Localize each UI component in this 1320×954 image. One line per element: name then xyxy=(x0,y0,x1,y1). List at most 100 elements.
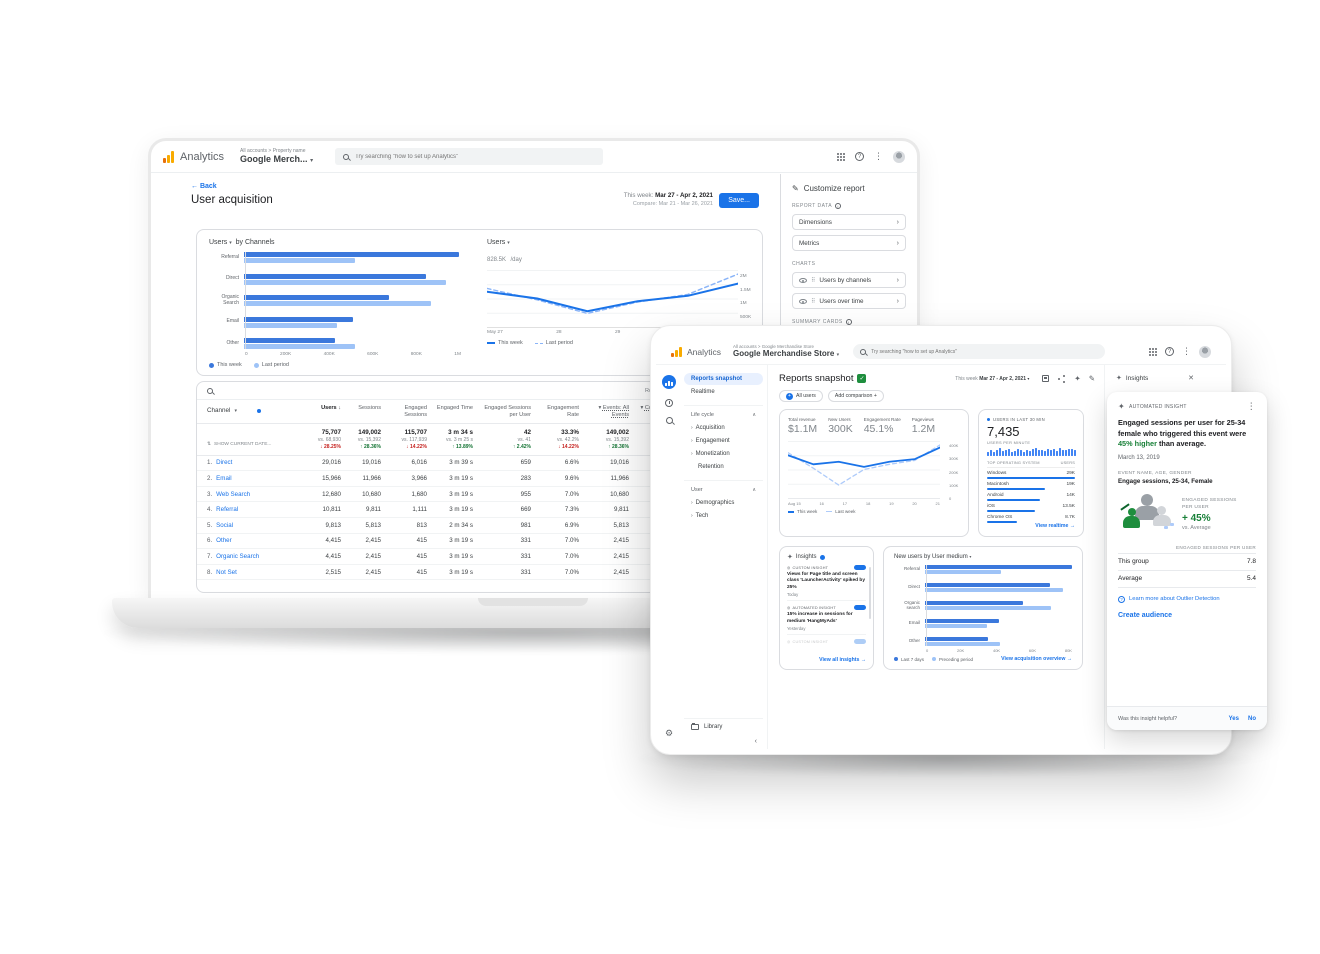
chart-toggle-row[interactable]: ⠿ Users by channels › xyxy=(792,272,906,288)
customize-row[interactable]: Dimensions › xyxy=(792,214,906,230)
account-switcher[interactable]: All accounts > Google Merchandise Store … xyxy=(733,344,839,360)
all-users-chip[interactable]: + All users xyxy=(779,390,823,402)
insight-pill-button[interactable] xyxy=(854,565,866,570)
eye-icon[interactable] xyxy=(799,277,807,283)
date-range-picker[interactable]: This week Mar 27 - Apr 2, 2021 ▾ xyxy=(955,375,1030,382)
property-name[interactable]: Google Merch... xyxy=(240,153,308,164)
sidebar-item-library[interactable]: Library xyxy=(684,718,763,735)
account-switcher[interactable]: All accounts > Property name Google Merc… xyxy=(240,148,313,165)
column-header[interactable]: Engaged Sessions xyxy=(404,405,427,418)
metric[interactable]: Engagement Rate 45.1% xyxy=(864,417,901,435)
search-bar[interactable] xyxy=(335,148,604,165)
search-bar[interactable] xyxy=(853,344,1106,359)
view-all-insights-link[interactable]: View all insights → xyxy=(819,657,866,663)
chart-toggle-row[interactable]: ⠿ Users over time › xyxy=(792,293,906,309)
bar-group[interactable]: Referral xyxy=(894,565,1072,574)
os-row[interactable]: Windows 29K xyxy=(987,471,1075,480)
view-realtime-link[interactable]: View realtime → xyxy=(1035,523,1075,529)
property-name[interactable]: Google Merchandise Store xyxy=(733,349,835,359)
eye-icon[interactable] xyxy=(799,298,807,304)
os-row[interactable]: Android 14K xyxy=(987,493,1075,502)
apps-grid-icon[interactable] xyxy=(1149,347,1151,350)
drag-handle-icon[interactable]: ⠿ xyxy=(811,277,816,284)
sort-arrows-icon[interactable]: ⇅ xyxy=(207,441,212,447)
help-icon[interactable]: ? xyxy=(855,152,864,161)
date-range-picker[interactable]: This week: Mar 27 - Apr 2, 2021 Compare:… xyxy=(624,191,713,209)
new-users-title[interactable]: New users by User medium xyxy=(894,554,968,560)
share-icon[interactable] xyxy=(1058,377,1061,380)
channel-link[interactable]: Social xyxy=(216,521,234,529)
os-row[interactable]: Chrome OS 8.7K xyxy=(987,515,1075,523)
sidebar-item[interactable]: › Tech ∧ xyxy=(691,513,709,519)
column-header[interactable]: Engaged Sessions per User xyxy=(484,405,531,418)
column-header[interactable]: Engaged Time xyxy=(436,405,473,411)
add-comparison-chip[interactable]: Add comparison + xyxy=(827,390,884,402)
create-audience-link[interactable]: Create audience xyxy=(1118,611,1173,619)
bar-group[interactable]: Direct xyxy=(894,582,1072,592)
channel-link[interactable]: Other xyxy=(216,537,232,545)
reports-rail-icon[interactable] xyxy=(662,375,676,389)
insights-spark-icon[interactable]: ✦ xyxy=(1074,374,1081,383)
channel-link[interactable]: Organic Search xyxy=(216,552,260,560)
sidebar-item[interactable]: › Acquisition ∧ xyxy=(691,425,725,431)
table-row[interactable]: 7. Organic Search 4,415 2,415 415 3 m 19 s … xyxy=(197,549,909,565)
avatar[interactable] xyxy=(1199,345,1211,358)
bar-chart-metric[interactable]: Users xyxy=(209,239,228,246)
channel-link[interactable]: Referral xyxy=(216,506,239,514)
channel-header[interactable]: Channel xyxy=(207,407,231,414)
realtime-rail-icon[interactable] xyxy=(665,399,673,407)
insight-pill-button[interactable] xyxy=(854,605,866,611)
bar-group[interactable]: Organic Search xyxy=(209,294,461,306)
search-input[interactable] xyxy=(871,348,1099,355)
column-header[interactable]: Engagement Rate xyxy=(547,405,579,418)
metric[interactable]: Total revenue $1.1M xyxy=(788,417,817,435)
os-row[interactable]: iOS 13.5K xyxy=(987,504,1075,513)
channel-link[interactable]: Not Set xyxy=(216,568,237,576)
back-link[interactable]: ← Back xyxy=(191,183,217,190)
table-row[interactable]: 4. Referral 10,811 9,811 1,111 3 m 19 s 669… xyxy=(197,502,909,518)
metric[interactable]: Pageviews 1.2M xyxy=(912,417,935,435)
column-header[interactable]: Sessions xyxy=(358,405,381,411)
bar-group[interactable]: Direct xyxy=(209,273,461,285)
pencil-icon[interactable]: ✎ xyxy=(1088,374,1095,383)
more-menu-icon[interactable]: ⋮ xyxy=(874,151,883,161)
sidebar-item[interactable]: › Realtime ∧ xyxy=(691,389,715,395)
yes-button[interactable]: Yes xyxy=(1228,715,1239,722)
metric[interactable]: New Users 300K xyxy=(828,417,853,435)
column-header[interactable]: ▾ Events: All Events xyxy=(598,405,630,418)
sidebar-item[interactable]: › Reports snapshot ∧ xyxy=(684,373,763,385)
collapse-sidebar-icon[interactable]: ‹ xyxy=(754,738,757,745)
more-menu-icon[interactable]: ⋮ xyxy=(1182,346,1191,356)
sidebar-item[interactable]: › Life cycle ∧ xyxy=(684,405,763,421)
sidebar-item[interactable]: › User ∧ xyxy=(684,480,763,496)
scrollbar[interactable] xyxy=(869,567,871,619)
line-chart-metric[interactable]: Users xyxy=(487,239,506,246)
drag-handle-icon[interactable]: ⠿ xyxy=(811,298,816,305)
gear-icon[interactable]: ⚙ xyxy=(664,728,674,738)
channel-link[interactable]: Web Search xyxy=(216,490,251,498)
insight-item[interactable]: ◎ AUTOMATED INSIGHT 15% increase in sessi… xyxy=(787,605,866,636)
close-icon[interactable]: ✕ xyxy=(1188,375,1194,382)
bar-group[interactable]: Email xyxy=(209,316,461,328)
learn-more-link[interactable]: ? Learn more about Outlier Detection xyxy=(1118,595,1256,603)
bar-group[interactable]: Other xyxy=(894,637,1072,646)
more-menu-icon[interactable]: ⋮ xyxy=(1246,401,1256,411)
save-button[interactable]: Save... xyxy=(719,193,759,208)
avatar[interactable] xyxy=(893,150,905,163)
bar-group[interactable]: Organic search xyxy=(894,600,1072,611)
sidebar-item[interactable]: › Retention ∧ xyxy=(698,464,724,470)
sidebar-item[interactable]: › Monetization ∧ xyxy=(691,451,730,457)
insight-pill-button[interactable] xyxy=(854,639,866,645)
bar-group[interactable]: Referral xyxy=(209,252,461,263)
insight-item[interactable]: ◎ CUSTOM INSIGHT Views for Page title and… xyxy=(787,565,866,602)
bar-group[interactable]: Email xyxy=(894,619,1072,629)
no-button[interactable]: No xyxy=(1248,715,1256,722)
explore-rail-icon[interactable] xyxy=(665,417,673,424)
customize-row[interactable]: Metrics › xyxy=(792,235,906,251)
channel-link[interactable]: Email xyxy=(216,474,232,482)
help-icon[interactable]: ? xyxy=(1165,347,1174,356)
show-current-date[interactable]: SHOW CURRENT DATE... xyxy=(214,441,272,447)
channel-link[interactable]: Direct xyxy=(216,459,233,467)
sidebar-item[interactable]: › Engagement ∧ xyxy=(691,438,730,444)
bar-group[interactable]: Other xyxy=(209,338,461,349)
